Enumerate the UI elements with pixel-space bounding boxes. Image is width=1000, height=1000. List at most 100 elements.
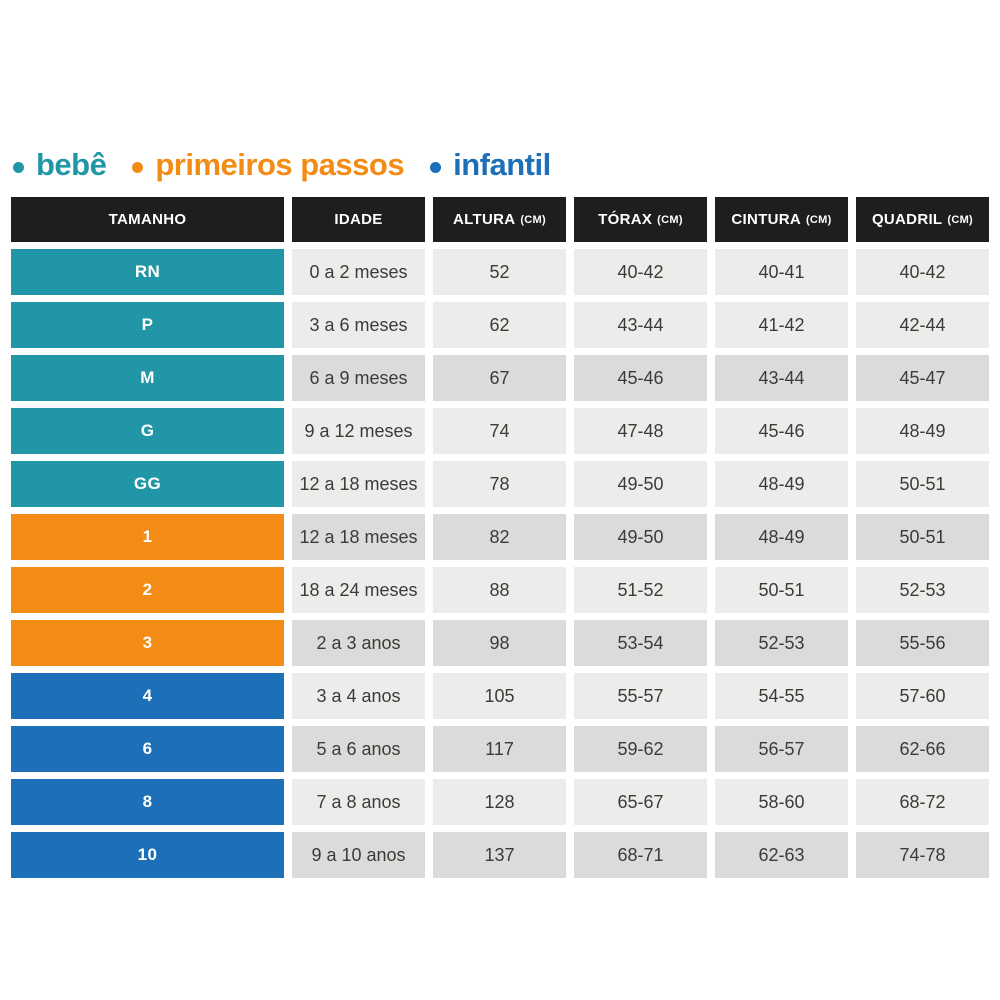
column-header-0: TAMANHO [11, 197, 284, 242]
hip-value: 40-42 [899, 261, 946, 282]
chest-cell: 49-50 [574, 514, 707, 560]
age-value: 12 a 18 meses [299, 526, 418, 547]
waist-cell: 40-41 [715, 249, 848, 295]
size-cell: G [11, 408, 284, 454]
column-header-5: QUADRIL (CM) [856, 197, 989, 242]
size-label: 3 [142, 633, 153, 652]
age-cell: 9 a 10 anos [292, 832, 425, 878]
age-value: 18 a 24 meses [299, 579, 418, 600]
hip-value: 50-51 [899, 526, 946, 547]
height-value: 82 [489, 526, 510, 547]
hip-value: 52-53 [899, 579, 946, 600]
chest-cell: 40-42 [574, 249, 707, 295]
size-table: TAMANHO IDADE ALTURA (CM) TÓRAX (CM) CINTURA (C… [11, 197, 989, 878]
size-cell: M [11, 355, 284, 401]
size-cell: 4 [11, 673, 284, 719]
hip-value: 57-60 [899, 685, 946, 706]
hip-value: 62-66 [899, 738, 946, 759]
hip-value: 55-56 [899, 632, 946, 653]
waist-value: 45-46 [758, 420, 805, 441]
hip-value: 74-78 [899, 844, 946, 865]
size-cell: P [11, 302, 284, 348]
age-cell: 3 a 4 anos [292, 673, 425, 719]
hip-cell: 50-51 [856, 514, 989, 560]
size-label: 8 [142, 792, 153, 811]
chest-cell: 43-44 [574, 302, 707, 348]
chest-value: 47-48 [617, 420, 664, 441]
hip-value: 45-47 [899, 367, 946, 388]
age-cell: 7 a 8 anos [292, 779, 425, 825]
chest-value: 49-50 [617, 526, 664, 547]
age-value: 2 a 3 anos [316, 632, 401, 653]
hip-cell: 40-42 [856, 249, 989, 295]
legend-item-infantil: infantil [430, 147, 551, 183]
waist-cell: 52-53 [715, 620, 848, 666]
height-cell: 67 [433, 355, 566, 401]
column-header-unit: (CM) [805, 213, 832, 226]
age-cell: 0 a 2 meses [292, 249, 425, 295]
height-value: 74 [489, 420, 510, 441]
column-header-label: TAMANHO [108, 211, 187, 228]
column-header-4: CINTURA (CM) [715, 197, 848, 242]
legend-item-primeiros-passos: primeiros passos [132, 147, 405, 183]
chest-cell: 51-52 [574, 567, 707, 613]
column-header-label: QUADRIL [871, 211, 943, 228]
hip-cell: 74-78 [856, 832, 989, 878]
waist-cell: 45-46 [715, 408, 848, 454]
waist-cell: 56-57 [715, 726, 848, 772]
height-cell: 52 [433, 249, 566, 295]
age-value: 7 a 8 anos [316, 791, 401, 812]
height-value: 88 [489, 579, 510, 600]
height-value: 117 [485, 738, 514, 759]
age-cell: 3 a 6 meses [292, 302, 425, 348]
size-cell: 3 [11, 620, 284, 666]
legend-label: bebê [36, 147, 107, 182]
chest-cell: 59-62 [574, 726, 707, 772]
height-cell: 105 [433, 673, 566, 719]
age-value: 6 a 9 meses [309, 367, 408, 388]
height-cell: 88 [433, 567, 566, 613]
hip-cell: 55-56 [856, 620, 989, 666]
chest-cell: 49-50 [574, 461, 707, 507]
age-value: 0 a 2 meses [309, 261, 408, 282]
column-header-unit: (CM) [947, 213, 974, 226]
waist-value: 50-51 [758, 579, 805, 600]
column-header-label: CINTURA [731, 211, 801, 228]
column-header-label: IDADE [334, 211, 383, 228]
chest-value: 43-44 [617, 314, 664, 335]
waist-cell: 43-44 [715, 355, 848, 401]
age-cell: 5 a 6 anos [292, 726, 425, 772]
waist-value: 58-60 [758, 791, 805, 812]
hip-cell: 52-53 [856, 567, 989, 613]
chest-value: 45-46 [617, 367, 664, 388]
chest-cell: 55-57 [574, 673, 707, 719]
size-label: G [140, 421, 155, 440]
age-value: 9 a 10 anos [311, 844, 406, 865]
column-header-label: TÓRAX [598, 211, 653, 228]
height-value: 128 [484, 791, 515, 812]
size-label: GG [133, 474, 162, 493]
age-cell: 18 a 24 meses [292, 567, 425, 613]
hip-value: 48-49 [899, 420, 946, 441]
age-cell: 9 a 12 meses [292, 408, 425, 454]
size-label: 2 [142, 580, 153, 599]
column-header-label: ALTURA [453, 211, 516, 228]
hip-value: 50-51 [899, 473, 946, 494]
waist-value: 41-42 [758, 314, 805, 335]
size-label: 1 [142, 527, 153, 546]
height-cell: 117 [433, 726, 566, 772]
chest-cell: 53-54 [574, 620, 707, 666]
chest-value: 55-57 [617, 685, 664, 706]
height-value: 105 [484, 685, 515, 706]
hip-cell: 68-72 [856, 779, 989, 825]
hip-cell: 48-49 [856, 408, 989, 454]
size-label: P [141, 315, 154, 334]
height-value: 78 [489, 473, 510, 494]
waist-value: 62-63 [758, 844, 805, 865]
waist-value: 40-41 [758, 261, 805, 282]
legend-item-bebê: bebê [13, 147, 107, 183]
column-header-3: TÓRAX (CM) [574, 197, 707, 242]
column-header-1: IDADE [292, 197, 425, 242]
size-label: 6 [142, 739, 153, 758]
